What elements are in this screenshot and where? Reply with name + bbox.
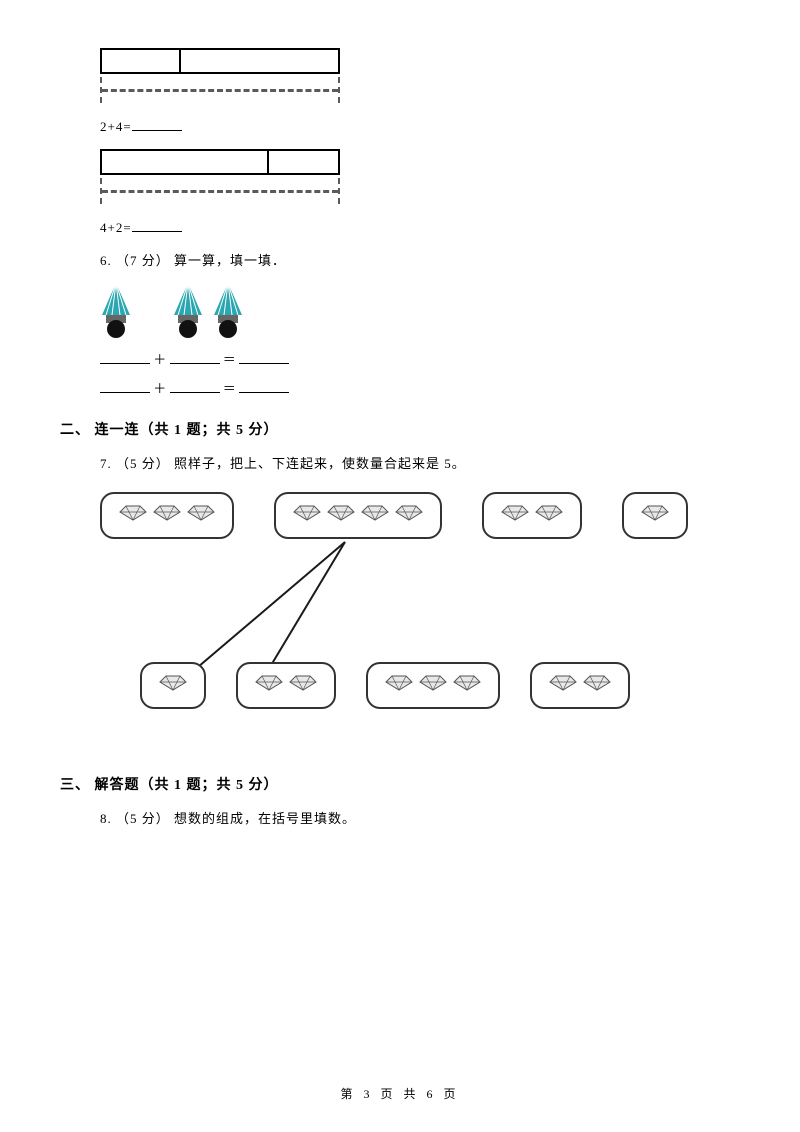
gem-icon: [254, 674, 284, 697]
shuttle-group-left: [100, 283, 132, 339]
q7-connect-area: [100, 492, 740, 752]
equals-sign: ＝: [223, 352, 236, 367]
gem-box: [622, 492, 688, 539]
q6-body: 算一算，填一填．: [174, 253, 286, 268]
q6-blank[interactable]: [239, 350, 289, 364]
eq-2-plus-4: 2+4=: [100, 117, 740, 135]
gem-icon: [158, 674, 188, 697]
gem-icon: [548, 674, 578, 697]
q6-eq-line-2: ＋ ＝: [100, 378, 740, 397]
q7-bottom-row: [140, 662, 630, 709]
gem-icon: [118, 504, 148, 527]
bar-2-seg-b: [269, 151, 338, 173]
gem-icon: [640, 504, 670, 527]
shuttlecock-row: [100, 283, 740, 339]
bar-2-total-dash: [100, 178, 340, 204]
section-2-title: 二、 连一连（共 1 题；共 5 分）: [60, 419, 740, 439]
equals-sign: ＝: [223, 381, 236, 396]
bar-2: [100, 149, 340, 175]
sec3-text: 解答题（共 1 题；共 5 分）: [90, 778, 279, 793]
eq-blank-2[interactable]: [132, 218, 182, 232]
shuttlecock-icon: [100, 283, 132, 339]
shuttlecock-icon: [212, 283, 244, 339]
gem-box: [274, 492, 442, 539]
q6-blank[interactable]: [100, 350, 150, 364]
sec2-num: 二、: [60, 423, 90, 438]
gem-box: [236, 662, 336, 709]
plus-sign: ＋: [153, 381, 166, 396]
gem-icon: [360, 504, 390, 527]
gem-icon: [582, 674, 612, 697]
bar-1-total-dash: [100, 77, 340, 103]
q6-blank[interactable]: [170, 379, 220, 393]
q7-label: 7.: [100, 456, 112, 471]
q8-text: 8. （5 分） 想数的组成，在括号里填数。: [100, 808, 740, 827]
sec2-text: 连一连（共 1 题；共 5 分）: [90, 423, 279, 438]
q7-top-row: [100, 492, 740, 539]
q6-points: （7 分）: [116, 253, 170, 268]
q8-label: 8.: [100, 811, 112, 826]
gem-icon: [152, 504, 182, 527]
bar-1: [100, 48, 340, 74]
q6-eq-line-1: ＋ ＝: [100, 349, 740, 368]
gem-box: [482, 492, 582, 539]
q6-blank[interactable]: [170, 350, 220, 364]
bar-1-seg-a: [102, 50, 181, 72]
q8-points: （5 分）: [116, 811, 170, 826]
q6-blank[interactable]: [239, 379, 289, 393]
gem-box: [366, 662, 500, 709]
bar-diagram-2: [100, 149, 740, 204]
gem-icon: [292, 504, 322, 527]
gem-icon: [326, 504, 356, 527]
q6-text: 6. （7 分） 算一算，填一填．: [100, 250, 740, 269]
gem-icon: [186, 504, 216, 527]
gem-icon: [394, 504, 424, 527]
bar-2-seg-a: [102, 151, 269, 173]
bar-diagram-1: [100, 48, 740, 103]
q6-blank[interactable]: [100, 379, 150, 393]
gem-icon: [418, 674, 448, 697]
section-3-title: 三、 解答题（共 1 题；共 5 分）: [60, 774, 740, 794]
bar-1-seg-b: [181, 50, 338, 72]
eq-4-plus-2: 4+2=: [100, 218, 740, 236]
gem-icon: [500, 504, 530, 527]
eq-lhs-1: 2+4=: [100, 119, 132, 134]
eq-blank-1[interactable]: [132, 117, 182, 131]
page-footer: 第 3 页 共 6 页: [0, 1085, 800, 1102]
q6-label: 6.: [100, 253, 112, 268]
gem-icon: [534, 504, 564, 527]
q7-points: （5 分）: [116, 456, 170, 471]
gem-icon: [288, 674, 318, 697]
q7-text: 7. （5 分） 照样子，把上、下连起来，使数量合起来是 5。: [100, 453, 740, 472]
sec3-num: 三、: [60, 778, 90, 793]
shuttlecock-icon: [172, 283, 204, 339]
q8-body: 想数的组成，在括号里填数。: [174, 811, 356, 826]
q7-body: 照样子，把上、下连起来，使数量合起来是 5。: [174, 456, 466, 471]
eq-lhs-2: 4+2=: [100, 220, 132, 235]
shuttle-group-right: [172, 283, 244, 339]
gem-box: [530, 662, 630, 709]
plus-sign: ＋: [153, 352, 166, 367]
gem-icon: [384, 674, 414, 697]
gem-box: [100, 492, 234, 539]
gem-box: [140, 662, 206, 709]
gem-icon: [452, 674, 482, 697]
